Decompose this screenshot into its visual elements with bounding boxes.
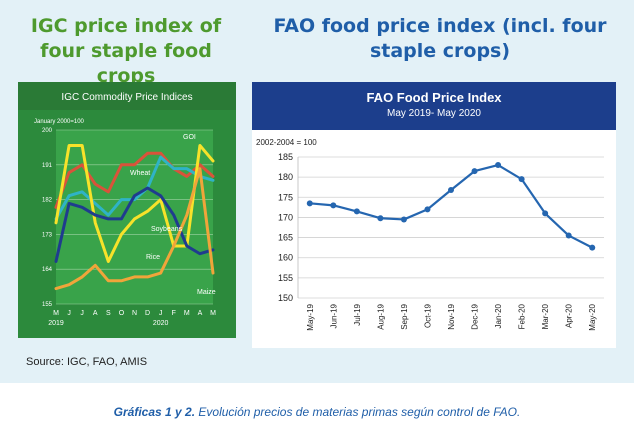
- fao-x-tick-label: Nov-19: [447, 303, 456, 329]
- fao-y-tick-label: 170: [278, 212, 293, 222]
- igc-chart: IGC Commodity Price Indices January 2000=…: [18, 82, 236, 338]
- fao-chart-header: FAO Food Price Index May 2019- May 2020: [252, 82, 616, 130]
- fao-x-tick-label: Jun-19: [329, 303, 338, 328]
- igc-x-tick-label: N: [132, 310, 137, 317]
- igc-x-tick-label: A: [198, 310, 203, 317]
- fao-x-tick-label: Aug-19: [376, 303, 385, 329]
- fao-x-tick-label: May-20: [588, 303, 597, 330]
- igc-annotation-wheat: Wheat: [130, 170, 150, 177]
- fao-y-tick-label: 180: [278, 172, 293, 182]
- igc-x-tick-label: J: [159, 310, 163, 317]
- igc-x-tick-label: S: [106, 310, 111, 317]
- igc-y-tick-label: 173: [42, 232, 53, 238]
- fao-x-tick-label: Mar-20: [541, 303, 550, 329]
- fao-data-point: [565, 232, 572, 239]
- fao-x-tick-label: Oct-19: [423, 303, 432, 328]
- igc-chart-svg: IGC Commodity Price Indices January 2000=…: [18, 82, 236, 327]
- igc-y-tick-label: 164: [42, 267, 53, 273]
- fao-data-point: [306, 200, 313, 207]
- igc-section-title: IGC price index of four staple food crop…: [30, 15, 222, 87]
- igc-annotation-rice: Rice: [146, 254, 160, 261]
- fao-y-tick-label: 185: [278, 152, 293, 162]
- igc-y-tick-label: 155: [42, 302, 53, 308]
- igc-x-tick-label: O: [119, 310, 125, 317]
- igc-chart-subtitle: January 2000=100: [34, 119, 85, 125]
- fao-y-tick-label: 150: [278, 293, 293, 303]
- fao-y-tick-label: 160: [278, 253, 293, 263]
- fao-data-point: [353, 208, 360, 215]
- igc-y-tick-label: 182: [42, 198, 53, 204]
- fao-x-tick-label: Dec-19: [471, 303, 480, 329]
- fao-x-tick-label: Jan-20: [494, 303, 503, 328]
- source-note: Source: IGC, FAO, AMIS: [26, 356, 148, 368]
- igc-x-tick-label: A: [93, 310, 98, 317]
- fao-x-tick-label: Sep-19: [400, 303, 409, 329]
- fao-x-tick-label: May-19: [306, 303, 315, 330]
- fao-chart-subtitle: May 2019- May 2020: [387, 108, 481, 119]
- fao-data-point: [495, 162, 502, 169]
- igc-year-label: 2019: [48, 320, 64, 327]
- fao-data-point: [330, 202, 337, 209]
- igc-x-tick-label: M: [184, 310, 190, 317]
- igc-x-tick-label: M: [210, 310, 216, 317]
- fao-data-point: [518, 176, 525, 183]
- igc-y-tick-label: 191: [42, 163, 53, 169]
- igc-series-line-rice: [54, 186, 215, 263]
- fao-y-tick-label: 155: [278, 273, 293, 283]
- fao-data-point: [424, 206, 431, 213]
- caption-text: Evolución precios de materias primas seg…: [195, 405, 521, 419]
- fao-y-tick-label: 175: [278, 192, 293, 202]
- fao-chart-svg: 2002-2004 = 100 150 155 160 165 170 175 180 185 M…: [256, 138, 604, 331]
- fao-y-tick-label: 165: [278, 233, 293, 243]
- igc-x-tick-label: F: [172, 310, 176, 317]
- caption-bold: Gráficas 1 y 2.: [113, 405, 196, 419]
- fao-data-point: [542, 210, 549, 217]
- fao-section-title: FAO food price index (incl. four staple …: [273, 15, 607, 62]
- fao-data-point: [471, 168, 478, 175]
- fao-data-point: [589, 244, 596, 251]
- fao-chart: FAO Food Price Index May 2019- May 2020 …: [252, 82, 616, 348]
- fao-y-note: 2002-2004 = 100: [256, 138, 317, 147]
- igc-y-tick-label: 200: [42, 128, 53, 134]
- igc-header-bg: [18, 82, 236, 110]
- igc-x-tick-label: J: [67, 310, 71, 317]
- igc-year-label: 2020: [153, 320, 169, 327]
- fao-x-tick-label: Apr-20: [565, 303, 574, 328]
- igc-chart-title: IGC Commodity Price Indices: [61, 92, 192, 103]
- igc-series-line-maize: [54, 167, 215, 291]
- fao-data-point: [448, 187, 454, 194]
- igc-series-line-goi: [54, 151, 215, 209]
- igc-x-tick-label: J: [80, 310, 84, 317]
- igc-annotation-goi: GOI: [183, 134, 196, 141]
- igc-x-tick-label: D: [145, 310, 150, 317]
- fao-x-tick-label: Feb-20: [518, 303, 527, 329]
- igc-annotation-soybeans: Soybeans: [151, 226, 183, 233]
- fao-chart-title: FAO Food Price Index: [366, 90, 502, 105]
- igc-x-tick-label: M: [53, 310, 59, 317]
- figure-caption: Gráficas 1 y 2. Evolución precios de mat…: [0, 405, 634, 419]
- igc-series-line-wheat: [54, 155, 215, 221]
- fao-data-point: [377, 215, 384, 222]
- fao-x-tick-label: Jul-19: [353, 303, 362, 325]
- igc-annotation-maize: Maize: [197, 289, 216, 296]
- fao-data-point: [400, 216, 407, 223]
